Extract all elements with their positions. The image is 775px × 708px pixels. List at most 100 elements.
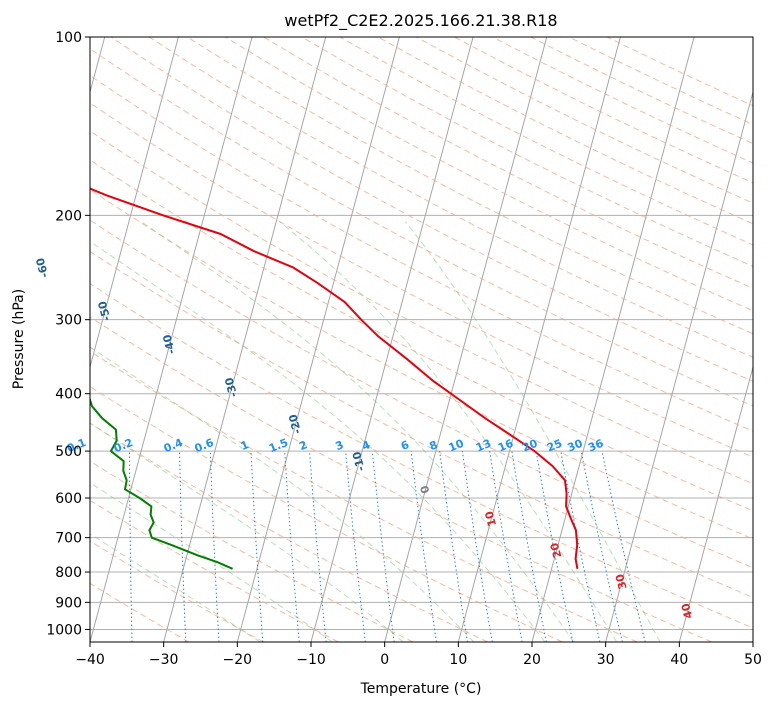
- dry-adiabat: [90, 188, 753, 540]
- mixing-ratio-line: [560, 451, 601, 642]
- x-tick-label: −40: [75, 652, 105, 668]
- moist-adiabat: [90, 482, 333, 642]
- dry-adiabat: [90, 540, 264, 642]
- y-tick-label: 900: [55, 595, 82, 611]
- mixing-ratio-label: 13: [474, 437, 493, 455]
- mixing-ratio-line: [309, 451, 327, 642]
- x-axis-label: Temperature (°C): [360, 681, 482, 697]
- mixing-ratio-line: [511, 451, 547, 642]
- y-tick-label: 800: [55, 565, 82, 581]
- background-lines: [90, 37, 753, 642]
- y-tick-label: 300: [55, 313, 82, 329]
- dry-adiabat: [606, 37, 753, 107]
- isotherm-line: [90, 37, 253, 642]
- isotherm-line: [163, 37, 327, 642]
- isotherm-label: -20: [286, 412, 304, 435]
- x-tick-label: −10: [296, 652, 326, 668]
- isotherm-line: [310, 37, 474, 642]
- mixing-ratio-line: [250, 451, 264, 642]
- moist-adiabat: [404, 221, 661, 642]
- isotherm-label: -10: [350, 450, 368, 473]
- mixing-ratio-label: 0.6: [193, 436, 216, 455]
- isotherm-label: 30: [613, 572, 630, 590]
- dry-adiabat: [90, 386, 563, 642]
- dry-adiabat: [263, 37, 753, 289]
- temperature-profile-line: [90, 187, 579, 569]
- mixing-ratio-line: [580, 451, 623, 642]
- dry-adiabat: [90, 422, 488, 642]
- mixing-ratio-line: [439, 451, 468, 642]
- mixing-ratio-label: 16: [496, 437, 515, 455]
- mixing-ratio-line: [410, 451, 437, 642]
- moist-adiabat: [279, 221, 618, 642]
- moist-adiabat: [90, 422, 404, 642]
- isotherm-line: [752, 640, 753, 642]
- mixing-ratio-line: [345, 451, 366, 642]
- mixing-ratio-line: [489, 451, 523, 642]
- moist-adiabat: [90, 240, 546, 642]
- dry-adiabat: [90, 130, 753, 485]
- dry-adiabat: [148, 37, 753, 358]
- dry-adiabat: [225, 37, 753, 312]
- dry-adiabat: [90, 102, 753, 458]
- y-axis: 100 200 300 400 500 600 700 800 900 1000: [46, 30, 90, 638]
- mixing-ratio-label: 0.4: [162, 436, 185, 455]
- y-tick-label: 600: [55, 491, 82, 507]
- moist-adiabat: [141, 221, 574, 642]
- x-axis: −40 −30 −20 −10 0 10 20 30 40 50: [75, 642, 762, 668]
- mixing-ratio-line: [129, 451, 133, 642]
- dry-adiabat: [90, 219, 753, 569]
- mixing-ratio-label: 30: [566, 437, 585, 455]
- dry-adiabat: [90, 316, 712, 642]
- dry-adiabat: [110, 37, 753, 382]
- dry-adiabat: [90, 582, 190, 642]
- x-tick-label: 20: [523, 652, 541, 668]
- x-tick-label: −20: [223, 652, 253, 668]
- mixing-ratio-label: 20: [520, 437, 539, 455]
- mixing-ratio-label: 1: [239, 438, 251, 453]
- mixing-ratio-label: 10: [447, 437, 466, 455]
- dry-adiabat: [454, 37, 753, 184]
- chart-title: wetPf2_C2E2.2025.166.21.38.R18: [284, 11, 557, 31]
- x-tick-label: −30: [149, 652, 179, 668]
- isotherm-line: [457, 37, 621, 642]
- mixing-ratio-label: 1.5: [267, 436, 290, 455]
- mixing-ratio-line: [371, 451, 395, 642]
- data-series: [90, 187, 579, 570]
- isotherm-line: [90, 37, 179, 369]
- mixing-ratio-label: 25: [545, 437, 564, 455]
- line-labels: -100-90-80-70-60-50-40-30-20-10010203040…: [34, 256, 696, 620]
- dewpoint-profile-line: [90, 396, 234, 570]
- y-tick-label: 200: [55, 208, 82, 224]
- plot-frame: [89, 36, 754, 643]
- x-tick-label: 30: [597, 652, 615, 668]
- isotherm-line: [384, 37, 548, 642]
- moist-adiabat: [90, 346, 475, 642]
- mixing-ratio-label: 2: [297, 438, 309, 453]
- dry-adiabat: [90, 350, 638, 642]
- x-tick-label: 0: [380, 652, 389, 668]
- isotherm-line: [236, 37, 400, 642]
- isotherm-label: 20: [548, 541, 565, 559]
- mixing-ratio-line: [284, 451, 300, 642]
- isotherm-label: -60: [34, 256, 52, 279]
- dry-adiabat: [90, 74, 753, 432]
- y-axis-label: Pressure (hPa): [11, 289, 27, 389]
- mixing-ratio-line: [535, 451, 574, 642]
- mixing-ratio-label: 3: [334, 438, 346, 453]
- x-tick-label: 40: [670, 652, 688, 668]
- isotherm-line: [531, 37, 695, 642]
- isotherm-line: [678, 365, 753, 642]
- y-tick-label: 500: [55, 444, 82, 460]
- isotherm-label: -40: [160, 333, 178, 356]
- mixing-ratio-label: 36: [586, 437, 605, 455]
- y-tick-label: 700: [55, 531, 82, 547]
- mixing-ratio-line: [601, 450, 646, 642]
- isotherm-label: -50: [96, 299, 114, 322]
- dry-adiabat: [90, 283, 753, 629]
- y-tick-label: 400: [55, 387, 82, 403]
- dry-adiabat: [90, 460, 414, 642]
- isotherm-label: 0: [418, 484, 433, 495]
- dry-adiabat: [568, 37, 753, 126]
